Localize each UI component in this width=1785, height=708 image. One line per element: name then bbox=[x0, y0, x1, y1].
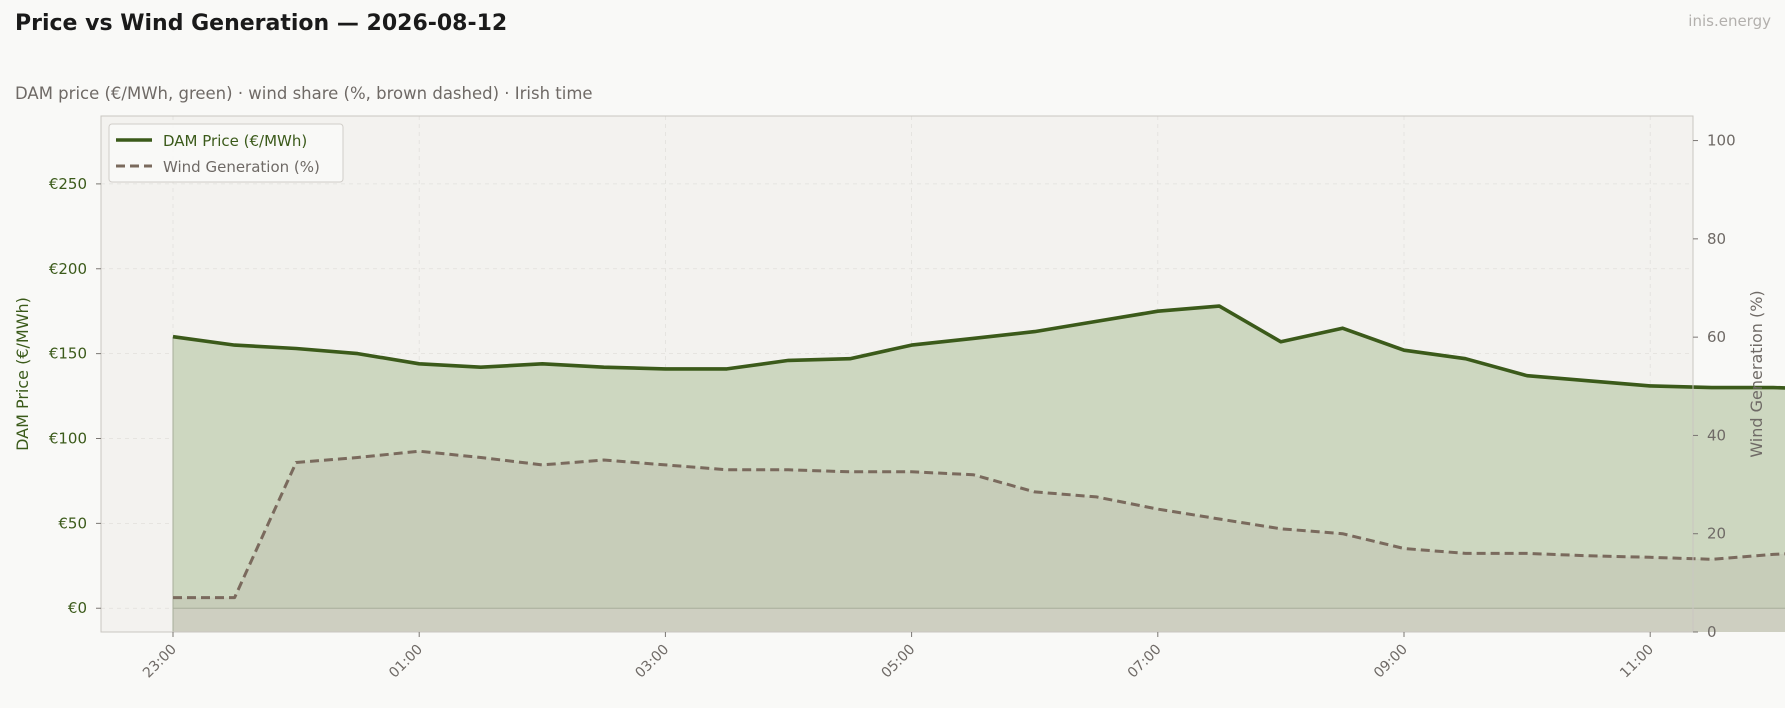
wind-series-line bbox=[173, 449, 1785, 600]
plot-border bbox=[100, 115, 1694, 633]
x-axis-ticks: 23:0001:0003:0005:0007:0009:0011:0013:00… bbox=[140, 632, 1657, 682]
x-tick-label: 09:00 bbox=[1371, 642, 1411, 682]
left-tick-label: €200 bbox=[49, 260, 87, 278]
left-axis-ticks: €0 €50 €100 €150 €200 €250 bbox=[49, 175, 101, 617]
x-tick-label: 07:00 bbox=[1125, 642, 1165, 682]
left-axis-label: DAM Price (€/MWh) bbox=[13, 297, 32, 451]
legend-box bbox=[108, 123, 344, 183]
legend: DAM Price (€/MWh) Wind Generation (%) bbox=[108, 123, 344, 183]
x-tick-label: 11:00 bbox=[1617, 642, 1657, 682]
right-tick-label: 40 bbox=[1707, 426, 1726, 444]
x-tick-label: 23:00 bbox=[140, 642, 180, 682]
x-tick-label: 03:00 bbox=[632, 642, 672, 682]
chart-title: Price vs Wind Generation — 2026-08-12 bbox=[15, 11, 508, 36]
price-series-line bbox=[172, 304, 1785, 390]
area-fills bbox=[172, 306, 1785, 632]
x-tick-label: 01:00 bbox=[386, 642, 426, 682]
right-axis-ticks: 0 20 40 60 80 100 bbox=[1693, 132, 1736, 641]
left-tick-label: €250 bbox=[49, 175, 87, 193]
right-axis-label: Wind Generation (%) bbox=[1747, 290, 1766, 457]
left-tick-label: €150 bbox=[49, 345, 87, 363]
wind-area bbox=[173, 451, 1785, 632]
right-tick-label: 0 bbox=[1707, 623, 1717, 641]
right-tick-label: 60 bbox=[1707, 328, 1726, 346]
legend-price-label: DAM Price (€/MWh) bbox=[163, 132, 307, 150]
right-tick-label: 20 bbox=[1707, 525, 1726, 543]
x-tick-label: 05:00 bbox=[879, 642, 919, 682]
right-tick-label: 100 bbox=[1707, 132, 1736, 150]
right-tick-label: 80 bbox=[1707, 230, 1726, 248]
series-lines bbox=[172, 304, 1785, 600]
left-tick-label: €50 bbox=[58, 514, 87, 532]
left-tick-label: €100 bbox=[49, 430, 87, 448]
left-tick-label: €0 bbox=[68, 599, 87, 617]
chart-subtitle: DAM price (€/MWh, green) · wind share (%… bbox=[15, 84, 593, 103]
brand-label: inis.energy bbox=[1688, 12, 1771, 30]
legend-wind-label: Wind Generation (%) bbox=[163, 158, 320, 176]
